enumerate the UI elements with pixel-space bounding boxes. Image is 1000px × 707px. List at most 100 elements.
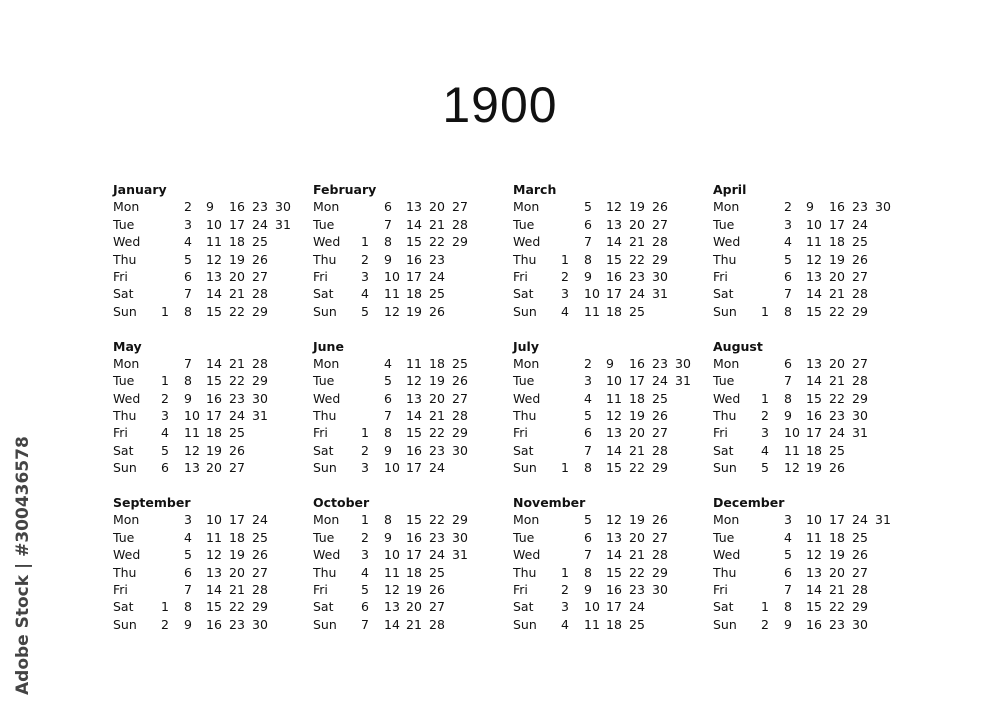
- day-number: 8: [184, 599, 192, 615]
- day-number: 23: [429, 251, 445, 267]
- day-number: 6: [384, 390, 392, 406]
- day-number: 1: [561, 460, 569, 476]
- day-number: 28: [852, 373, 868, 389]
- weekday-label: Sat: [513, 599, 534, 615]
- day-number: 7: [184, 355, 192, 371]
- weekday-row: Thu 3 10 17 24 31: [113, 407, 313, 424]
- month-march: March Mon 5 12 19 26 Tue 6 13 20 27 Wed 7 14 21 28 Thu 1 8…: [513, 181, 713, 320]
- day-number: 12: [206, 547, 222, 563]
- day-number: 4: [384, 355, 392, 371]
- day-number: 22: [829, 303, 845, 319]
- weekday-label: Fri: [513, 425, 528, 441]
- day-number: 6: [384, 199, 392, 215]
- day-number: 24: [429, 460, 445, 476]
- day-number: 10: [606, 373, 622, 389]
- weekday-row: Tue 4 11 18 25: [113, 529, 313, 546]
- weekday-label: Wed: [713, 547, 741, 563]
- day-number: 24: [629, 599, 645, 615]
- weekday-row: Wed 7 14 21 28: [513, 546, 713, 563]
- day-number: 13: [806, 355, 822, 371]
- weekday-row: Tue 3 10 17 24 31: [513, 372, 713, 389]
- weekday-label: Fri: [513, 581, 528, 597]
- weekday-row: Wed 1 8 15 22 29: [713, 390, 913, 407]
- day-number: 14: [406, 408, 422, 424]
- day-number: 28: [652, 442, 668, 458]
- day-number: 3: [584, 373, 592, 389]
- weekday-row: Wed 6 13 20 27: [313, 390, 513, 407]
- day-number: 22: [229, 303, 245, 319]
- day-number: 3: [361, 460, 369, 476]
- day-number: 29: [652, 564, 668, 580]
- day-number: 24: [652, 373, 668, 389]
- day-number: 16: [206, 390, 222, 406]
- day-number: 6: [784, 564, 792, 580]
- day-number: 2: [584, 355, 592, 371]
- day-number: 26: [852, 251, 868, 267]
- day-number: 4: [784, 529, 792, 545]
- day-number: 14: [206, 286, 222, 302]
- weekday-row: Sat 1 8 15 22 29: [113, 598, 313, 615]
- weekday-label: Wed: [513, 234, 541, 250]
- day-number: 20: [829, 268, 845, 284]
- day-number: 18: [206, 425, 222, 441]
- weekday-row: Mon 2 9 16 23 30: [713, 198, 913, 215]
- weekday-label: Mon: [513, 199, 540, 215]
- day-number: 15: [406, 512, 422, 528]
- day-number: 1: [161, 303, 169, 319]
- day-number: 13: [206, 268, 222, 284]
- day-number: 27: [229, 460, 245, 476]
- weekday-label: Thu: [713, 251, 737, 267]
- day-number: 26: [652, 408, 668, 424]
- day-number: 16: [806, 616, 822, 632]
- day-number: 1: [561, 251, 569, 267]
- day-number: 22: [829, 390, 845, 406]
- day-number: 2: [161, 390, 169, 406]
- day-number: 6: [584, 529, 592, 545]
- day-number: 15: [206, 599, 222, 615]
- day-number: 7: [384, 408, 392, 424]
- day-number: 26: [252, 547, 268, 563]
- day-number: 28: [252, 355, 268, 371]
- day-number: 4: [184, 234, 192, 250]
- day-number: 14: [406, 216, 422, 232]
- day-number: 12: [606, 512, 622, 528]
- day-number: 25: [452, 355, 468, 371]
- day-number: 16: [629, 355, 645, 371]
- day-number: 18: [806, 442, 822, 458]
- day-number: 8: [184, 373, 192, 389]
- day-number: 16: [406, 251, 422, 267]
- weekday-label: Fri: [113, 268, 128, 284]
- day-number: 23: [829, 408, 845, 424]
- weekday-row: Thu 7 14 21 28: [313, 407, 513, 424]
- day-number: 14: [606, 234, 622, 250]
- day-number: 14: [606, 547, 622, 563]
- day-number: 11: [806, 234, 822, 250]
- day-number: 7: [584, 547, 592, 563]
- day-number: 9: [784, 408, 792, 424]
- day-number: 6: [584, 216, 592, 232]
- weekday-row: Sat 7 14 21 28: [113, 285, 313, 302]
- day-number: 2: [561, 268, 569, 284]
- day-number: 10: [784, 425, 800, 441]
- day-number: 21: [629, 547, 645, 563]
- weekday-label: Wed: [713, 390, 741, 406]
- weekday-row: Fri 6 13 20 27: [113, 268, 313, 285]
- day-number: 17: [406, 268, 422, 284]
- month-name: May: [113, 338, 142, 354]
- day-number: 26: [429, 581, 445, 597]
- weekday-label: Sat: [313, 442, 334, 458]
- day-number: 9: [184, 390, 192, 406]
- weekday-label: Sat: [113, 286, 134, 302]
- day-number: 14: [806, 286, 822, 302]
- weekday-label: Sun: [313, 616, 337, 632]
- day-number: 15: [606, 251, 622, 267]
- day-number: 26: [229, 442, 245, 458]
- day-number: 14: [806, 373, 822, 389]
- weekday-label: Sat: [713, 442, 734, 458]
- day-number: 28: [252, 286, 268, 302]
- weekday-label: Mon: [513, 355, 540, 371]
- weekday-label: Tue: [313, 529, 335, 545]
- day-number: 3: [161, 408, 169, 424]
- day-number: 5: [184, 547, 192, 563]
- weekday-row: Mon 3 10 17 24 31: [713, 511, 913, 528]
